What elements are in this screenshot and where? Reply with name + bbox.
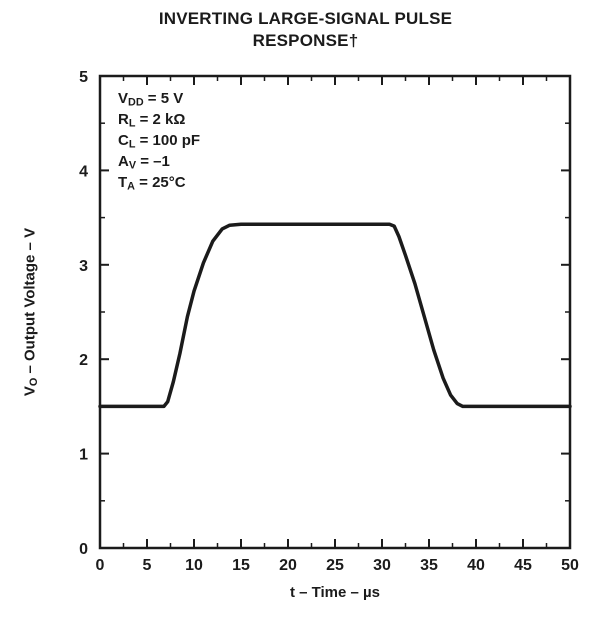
subscript: L xyxy=(128,117,136,130)
x-tick-label: 40 xyxy=(467,557,485,574)
subscript: A xyxy=(127,180,135,193)
subscript: O xyxy=(28,377,41,387)
subscript: L xyxy=(128,138,136,151)
x-tick-label: 20 xyxy=(279,557,297,574)
y-tick-label: 4 xyxy=(79,163,88,180)
condition-line: CL = 100 pF xyxy=(118,132,201,151)
response-curve xyxy=(98,222,572,409)
y-axis-label: VO – Output Voltage – V xyxy=(21,227,41,397)
test-conditions-annotation: VDD = 5 V RL = 2 kΩ CL = 100 pF AV = –1 TA =… xyxy=(118,88,200,193)
x-tick-label: 25 xyxy=(326,557,344,574)
condition-line: VDD = 5 V xyxy=(118,90,184,109)
subscript: DD xyxy=(128,96,144,109)
x-tick-label: 45 xyxy=(514,557,532,574)
x-tick-label: 0 xyxy=(96,557,105,574)
x-axis-label: t – Time – µs xyxy=(289,584,381,601)
y-tick-label: 5 xyxy=(79,69,88,86)
x-tick-label: 10 xyxy=(185,557,203,574)
chart-title-line2: RESPONSE† xyxy=(252,31,359,50)
subscript: V xyxy=(128,159,137,172)
x-tick-label: 50 xyxy=(561,557,579,574)
x-tick-label: 35 xyxy=(420,557,438,574)
condition-line: RL = 2 kΩ xyxy=(118,111,186,130)
x-tick-label: 30 xyxy=(373,557,391,574)
x-tick-label: 15 xyxy=(232,557,250,574)
y-tick-label: 3 xyxy=(79,258,88,275)
condition-line: TA = 25°C xyxy=(118,174,186,193)
chart-title-line1: INVERTING LARGE-SIGNAL PULSE xyxy=(158,9,453,28)
y-tick-label: 0 xyxy=(79,541,88,558)
chart-title: INVERTING LARGE-SIGNAL PULSE RESPONSE† xyxy=(0,8,611,52)
y-tick-label: 1 xyxy=(79,447,88,464)
x-tick-label: 5 xyxy=(143,557,152,574)
y-tick-label: 2 xyxy=(79,352,88,369)
condition-line: AV = –1 xyxy=(118,153,170,172)
